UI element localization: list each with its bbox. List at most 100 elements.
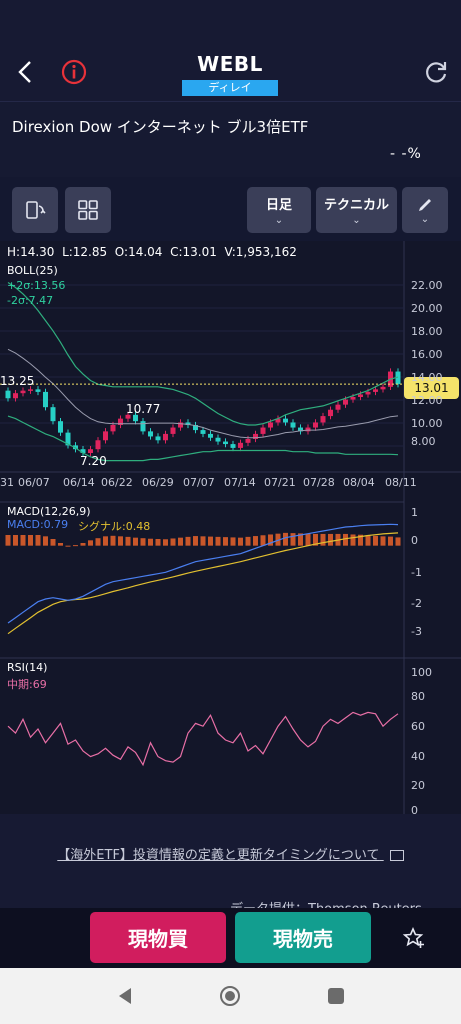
candle-body: [328, 409, 333, 417]
candle-body: [35, 389, 41, 392]
technical-dropdown[interactable]: テクニカル ⌄: [316, 187, 397, 233]
rsi-tick: 0: [411, 804, 418, 817]
stock-chart[interactable]: [0, 241, 461, 814]
macd-histogram-bar: [65, 545, 71, 547]
candle-body: [335, 404, 341, 410]
candle-body: [358, 394, 363, 397]
macd-histogram-bar: [238, 537, 243, 546]
date-tick: 06/22: [101, 476, 133, 489]
candle-body: [193, 425, 198, 431]
macd-histogram-bar: [133, 537, 138, 546]
boll-upper-line: [7, 282, 399, 426]
macd-histogram-bar: [80, 543, 86, 546]
candle-body: [95, 440, 101, 450]
candle-body: [283, 418, 288, 423]
refresh-button[interactable]: [420, 56, 452, 88]
ticker-title: WEBL: [197, 52, 263, 76]
candle-body: [65, 432, 71, 446]
grid-icon: [78, 200, 98, 220]
macd-histogram-bar: [320, 533, 326, 546]
candle-body: [148, 431, 153, 437]
candle-body: [103, 431, 108, 441]
date-tick: 07/07: [183, 476, 215, 489]
nav-recents-icon[interactable]: [327, 987, 345, 1005]
period-label: 日足: [265, 198, 292, 213]
macd-histogram-bar: [290, 533, 296, 546]
star-plus-icon: [402, 926, 424, 948]
macd-histogram-bar: [110, 535, 116, 546]
sell-button[interactable]: 現物売: [235, 912, 371, 963]
date-tick: 08/04: [343, 476, 375, 489]
macd-line: [7, 523, 399, 624]
buy-button[interactable]: 現物買: [90, 912, 226, 963]
macd-tick: -2: [411, 597, 422, 610]
macd-histogram-bar: [148, 538, 153, 546]
macd-histogram-bar: [178, 537, 183, 546]
candle-body: [343, 399, 348, 405]
ohlc-low: L:12.85: [62, 245, 108, 259]
period-dropdown[interactable]: 日足 ⌄: [247, 187, 311, 233]
candle-body: [118, 418, 123, 425]
candle-body: [155, 436, 161, 441]
ohlc-readout: H:14.30 L:12.85 O:14.04 C:13.01 V:1,953,…: [7, 245, 297, 259]
info-button[interactable]: [60, 58, 88, 86]
favorite-button[interactable]: [398, 922, 430, 954]
high-annotation: 10.77: [126, 402, 161, 416]
candle-body: [13, 393, 18, 399]
monitor-icon: [389, 850, 404, 861]
low-annotation: 7.20: [80, 454, 107, 468]
ohlc-close: C:13.01: [170, 245, 217, 259]
candle-body: [110, 425, 116, 432]
layout-button[interactable]: [65, 187, 111, 233]
price-tick: 18.00: [411, 325, 443, 338]
macd-histogram-bar: [103, 536, 108, 546]
macd-value: MACD:0.79: [7, 518, 69, 531]
macd-histogram-bar: [328, 533, 333, 546]
rotate-button[interactable]: [12, 187, 58, 233]
rsi-title: RSI(14): [7, 661, 48, 674]
macd-histogram-bar: [185, 536, 191, 546]
macd-histogram-bar: [313, 533, 318, 546]
candle-body: [268, 422, 273, 428]
candle-body: [260, 427, 266, 434]
chart-area[interactable]: [0, 241, 404, 814]
signal-line: [7, 532, 399, 635]
candle-body: [380, 386, 386, 390]
macd-histogram-bar: [305, 533, 311, 546]
price-tick: 20.00: [411, 302, 443, 315]
macd-histogram-bar: [388, 536, 393, 546]
macd-histogram-bar: [215, 536, 221, 546]
nav-back-icon[interactable]: [115, 986, 135, 1006]
candle-body: [208, 433, 213, 438]
refresh-icon: [426, 62, 447, 83]
price-tick: 22.00: [411, 279, 443, 292]
ohlc-volume: V:1,953,162: [224, 245, 297, 259]
macd-histogram-bar: [350, 534, 356, 546]
rsi-tick: 20: [411, 779, 425, 792]
back-button[interactable]: [10, 56, 40, 88]
fund-name: Direxion Dow インターネット ブル3倍ETF: [12, 118, 309, 136]
candle-body: [178, 422, 183, 428]
candle-body: [58, 421, 63, 433]
macd-histogram-bar: [230, 537, 236, 546]
etf-info-link[interactable]: 【海外ETF】投資情報の定義と更新タイミングについて: [0, 844, 461, 863]
draw-dropdown[interactable]: ⌄: [402, 187, 448, 233]
date-tick: 07/28: [303, 476, 335, 489]
macd-histogram-bar: [268, 534, 273, 546]
chevron-left-icon: [18, 61, 31, 83]
candle-body: [43, 391, 48, 408]
date-tick: 06/14: [63, 476, 95, 489]
candle-body: [365, 391, 371, 395]
candle-body: [140, 421, 146, 432]
macd-histogram-bar: [35, 535, 41, 546]
system-navbar: [0, 968, 461, 1024]
nav-home-icon[interactable]: [219, 985, 241, 1007]
macd-histogram-bar: [28, 535, 33, 546]
candle-body: [163, 433, 168, 441]
fund-info-panel: [0, 101, 461, 177]
boll-title: BOLL(25): [7, 264, 58, 277]
candle-body: [230, 444, 236, 448]
info-icon: [61, 59, 87, 85]
candle-body: [133, 414, 138, 422]
macd-histogram-bar: [200, 536, 206, 546]
